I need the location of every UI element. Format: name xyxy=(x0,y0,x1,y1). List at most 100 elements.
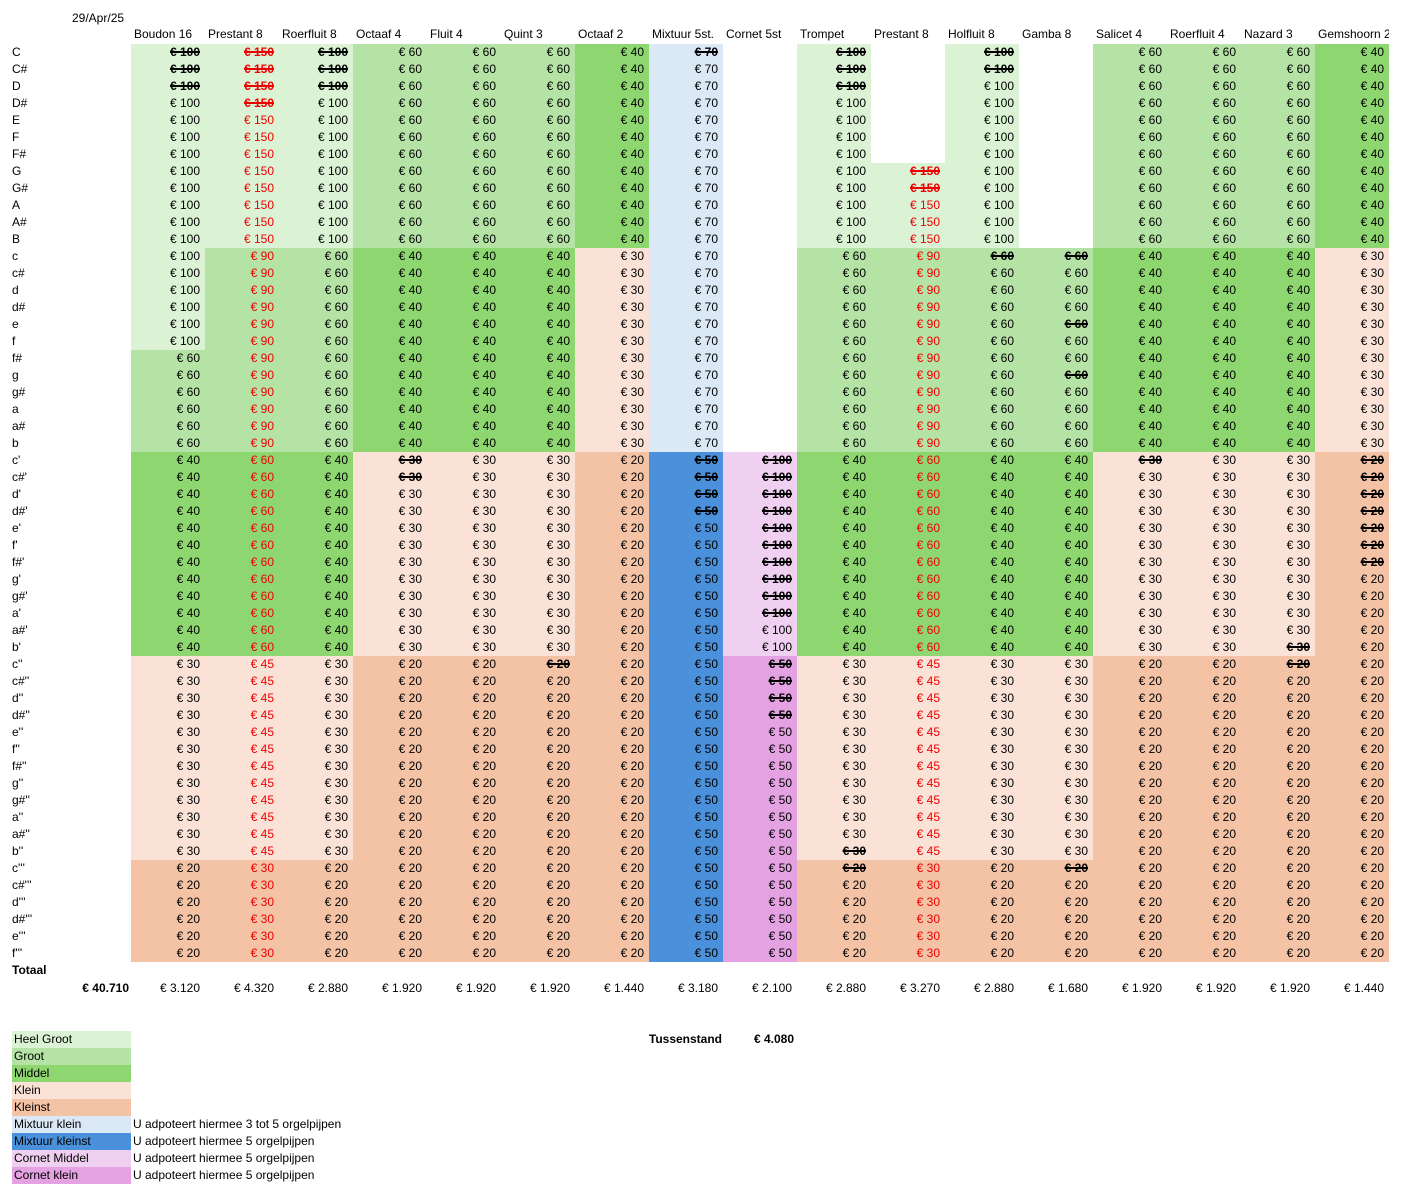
price-cell: € 20 xyxy=(427,877,501,894)
price-cell: € 40 xyxy=(1093,265,1167,282)
price-cell: € 40 xyxy=(279,554,353,571)
price-cell: € 45 xyxy=(205,826,279,843)
price-cell: € 60 xyxy=(797,333,871,350)
price-cell: € 50 xyxy=(723,656,797,673)
price-cell: € 40 xyxy=(1315,44,1389,61)
price-cell: € 30 xyxy=(1019,741,1093,758)
price-cell: € 30 xyxy=(1315,248,1389,265)
price-cell: € 30 xyxy=(1093,554,1167,571)
price-cell: € 20 xyxy=(1315,894,1389,911)
price-cell: € 60 xyxy=(797,316,871,333)
legend-swatch-label: Cornet klein xyxy=(12,1167,131,1184)
price-cell: € 30 xyxy=(205,911,279,928)
note-label: b'' xyxy=(12,844,24,858)
price-cell: € 60 xyxy=(427,61,501,78)
price-cell: € 30 xyxy=(279,741,353,758)
price-cell: € 40 xyxy=(501,367,575,384)
price-cell: € 20 xyxy=(1315,843,1389,860)
empty-cell xyxy=(723,180,797,197)
price-cell: € 60 xyxy=(205,639,279,656)
price-cell: € 40 xyxy=(1167,299,1241,316)
price-cell: € 100 xyxy=(945,214,1019,231)
price-cell: € 60 xyxy=(1093,180,1167,197)
price-cell: € 45 xyxy=(871,809,945,826)
price-cell: € 40 xyxy=(131,520,205,537)
price-cell: € 30 xyxy=(1093,588,1167,605)
price-cell: € 150 xyxy=(205,44,279,61)
price-cell: € 40 xyxy=(945,571,1019,588)
price-cell: € 60 xyxy=(797,435,871,452)
price-cell: € 40 xyxy=(1093,350,1167,367)
price-cell: € 60 xyxy=(205,588,279,605)
price-cell: € 30 xyxy=(1019,809,1093,826)
price-cell: € 30 xyxy=(1019,690,1093,707)
price-cell: € 30 xyxy=(131,843,205,860)
price-cell: € 30 xyxy=(1093,622,1167,639)
price-cell: € 40 xyxy=(1019,469,1093,486)
price-cell: € 150 xyxy=(871,214,945,231)
price-cell: € 60 xyxy=(279,248,353,265)
note-label: B xyxy=(12,232,21,246)
price-cell: € 90 xyxy=(871,435,945,452)
price-cell: € 30 xyxy=(797,775,871,792)
price-cell: € 70 xyxy=(649,333,723,350)
price-cell: € 40 xyxy=(1167,418,1241,435)
price-cell: € 45 xyxy=(871,656,945,673)
price-cell: € 20 xyxy=(501,741,575,758)
price-cell: € 30 xyxy=(945,775,1019,792)
price-cell: € 60 xyxy=(501,112,575,129)
price-cell: € 50 xyxy=(723,707,797,724)
price-cell: € 30 xyxy=(131,741,205,758)
price-cell: € 60 xyxy=(1241,214,1315,231)
price-cell: € 20 xyxy=(1315,826,1389,843)
price-cell: € 60 xyxy=(1093,44,1167,61)
price-cell: € 20 xyxy=(427,656,501,673)
price-cell: € 40 xyxy=(797,622,871,639)
price-cell: € 20 xyxy=(575,656,649,673)
price-cell: € 50 xyxy=(723,792,797,809)
empty-cell xyxy=(1019,95,1093,112)
price-cell: € 60 xyxy=(501,95,575,112)
register-header: Mixtuur 5st. xyxy=(652,27,715,41)
price-cell: € 20 xyxy=(1241,724,1315,741)
price-cell: € 20 xyxy=(501,656,575,673)
price-cell: € 30 xyxy=(427,571,501,588)
price-cell: € 60 xyxy=(871,452,945,469)
price-cell: € 30 xyxy=(1167,452,1241,469)
price-cell: € 30 xyxy=(353,452,427,469)
price-cell: € 60 xyxy=(1093,129,1167,146)
price-cell: € 20 xyxy=(575,588,649,605)
price-cell: € 20 xyxy=(427,792,501,809)
price-cell: € 45 xyxy=(205,707,279,724)
note-label: g'' xyxy=(12,776,24,790)
price-cell: € 40 xyxy=(279,520,353,537)
price-cell: € 40 xyxy=(797,537,871,554)
price-cell: € 100 xyxy=(279,146,353,163)
price-cell: € 40 xyxy=(353,418,427,435)
price-cell: € 40 xyxy=(427,248,501,265)
price-cell: € 40 xyxy=(575,146,649,163)
price-cell: € 40 xyxy=(945,639,1019,656)
price-cell: € 30 xyxy=(1315,299,1389,316)
price-cell: € 30 xyxy=(205,894,279,911)
price-cell: € 40 xyxy=(797,554,871,571)
price-cell: € 50 xyxy=(649,469,723,486)
price-cell: € 60 xyxy=(1167,163,1241,180)
price-cell: € 70 xyxy=(649,197,723,214)
empty-cell xyxy=(1019,197,1093,214)
price-cell: € 60 xyxy=(1019,384,1093,401)
price-cell: € 70 xyxy=(649,350,723,367)
price-cell: € 20 xyxy=(1093,860,1167,877)
price-cell: € 60 xyxy=(501,214,575,231)
price-cell: € 30 xyxy=(945,741,1019,758)
price-cell: € 70 xyxy=(649,418,723,435)
price-cell: € 30 xyxy=(279,758,353,775)
price-cell: € 30 xyxy=(1315,418,1389,435)
price-cell: € 30 xyxy=(1315,350,1389,367)
price-cell: € 40 xyxy=(575,44,649,61)
price-cell: € 30 xyxy=(131,673,205,690)
price-cell: € 20 xyxy=(1241,741,1315,758)
price-cell: € 20 xyxy=(1167,860,1241,877)
price-cell: € 30 xyxy=(1315,333,1389,350)
price-cell: € 30 xyxy=(131,809,205,826)
